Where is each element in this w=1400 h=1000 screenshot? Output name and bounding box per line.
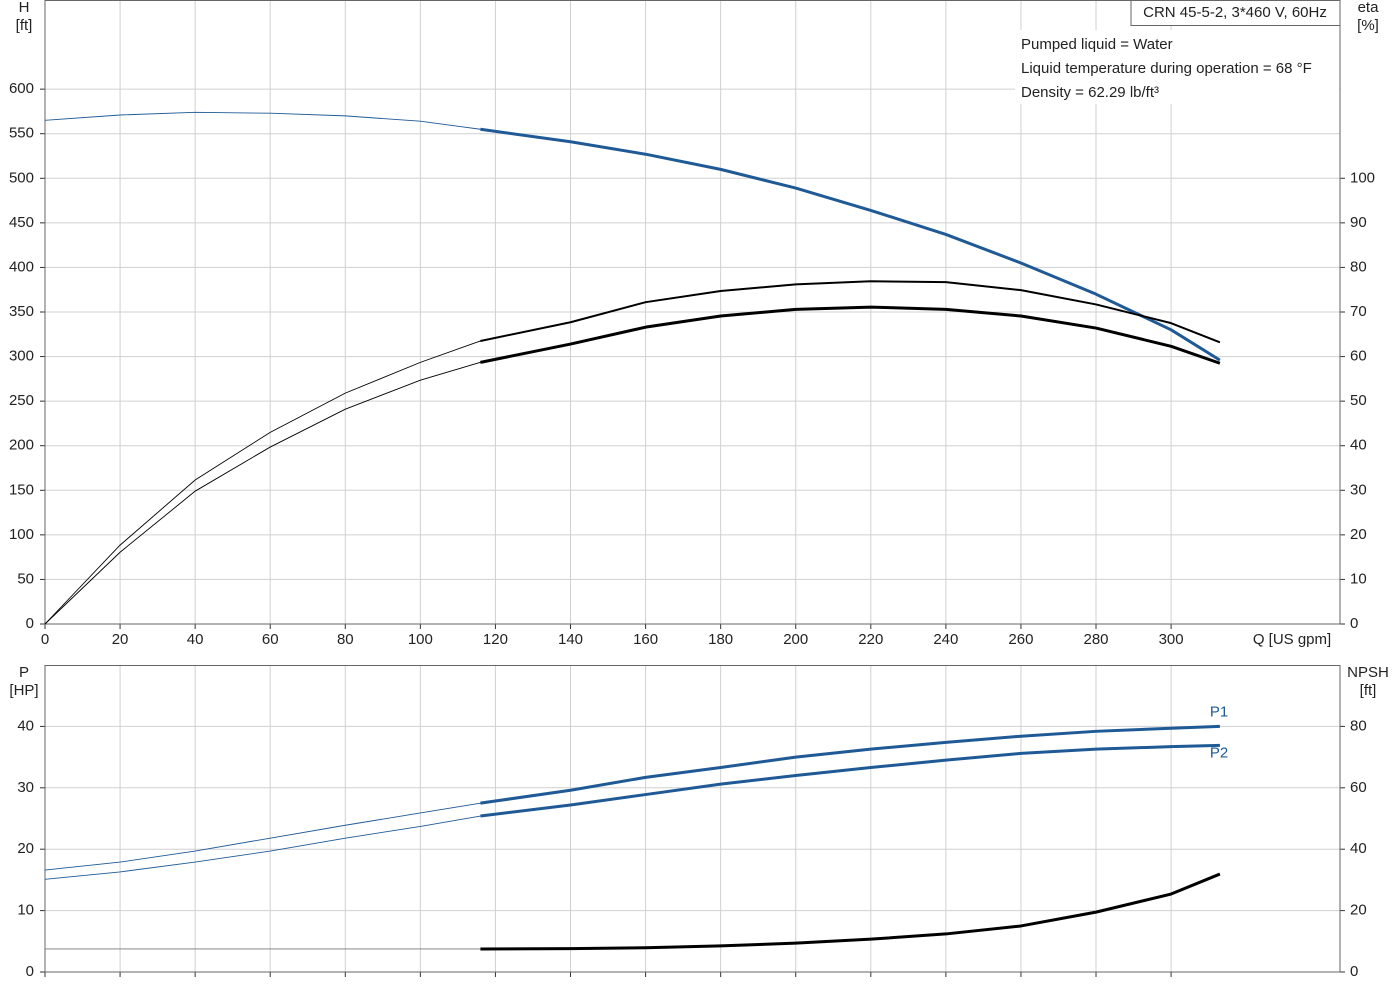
- info-background: [1015, 30, 1339, 104]
- plot-frame: [44, 665, 1341, 973]
- y2-tick-label: 0: [1350, 963, 1358, 980]
- y-tick-label: 400: [9, 258, 34, 275]
- y2-tick-label: 60: [1350, 348, 1367, 365]
- annotation: Density = 62.29 lb/ft³: [1021, 84, 1159, 101]
- y-tick-label: 30: [17, 779, 34, 796]
- y-tick-label: 500: [9, 169, 34, 186]
- y-tick-label: 250: [9, 392, 34, 409]
- curve-operating: [480, 280, 1221, 344]
- y-tick-label: 100: [9, 526, 34, 543]
- plot-frame: [44, 0, 1341, 625]
- y-tick-label: 0: [26, 963, 34, 980]
- y-tick-label: 50: [17, 570, 34, 587]
- y-axis-label: P: [19, 664, 29, 681]
- curve-operating: [480, 743, 1220, 818]
- y-tick-label: 20: [17, 840, 34, 857]
- curve-extension: [44, 280, 1221, 625]
- y-tick-label: 40: [17, 717, 34, 734]
- y2-tick-label: 70: [1350, 303, 1367, 320]
- y2-tick-label: 50: [1350, 392, 1367, 409]
- x-tick-label: 100: [408, 631, 433, 648]
- y2-tick-label: 20: [1350, 902, 1367, 919]
- y-tick-label: 200: [9, 437, 34, 454]
- curve-extension: [44, 306, 1221, 625]
- y2-tick-label: 10: [1350, 570, 1367, 587]
- x-tick-label: 220: [858, 631, 883, 648]
- annotation: Pumped liquid = Water: [1021, 36, 1173, 53]
- y2-tick-label: 100: [1350, 169, 1375, 186]
- y-tick-label: 10: [17, 902, 34, 919]
- y-tick-label: 600: [9, 80, 34, 97]
- y2-tick-label: 80: [1350, 717, 1367, 734]
- y2-tick-label: 60: [1350, 779, 1367, 796]
- x-tick-label: 180: [708, 631, 733, 648]
- y-tick-label: 450: [9, 214, 34, 231]
- x-tick-label: 260: [1008, 631, 1033, 648]
- y2-tick-label: 0: [1350, 615, 1358, 632]
- y-tick-label: 550: [9, 125, 34, 142]
- curve-operating: [480, 872, 1221, 951]
- series-label: P1: [1210, 703, 1228, 720]
- x-tick-label: 20: [112, 631, 129, 648]
- y2-tick-label: 30: [1350, 481, 1367, 498]
- x-tick-label: 0: [41, 631, 49, 648]
- x-tick-label: 160: [633, 631, 658, 648]
- title-box: [1130, 0, 1341, 26]
- x-tick-label: 140: [558, 631, 583, 648]
- curve-extension: [44, 725, 1220, 871]
- y2-tick-label: 90: [1350, 214, 1367, 231]
- x-tick-label: 40: [187, 631, 204, 648]
- curve-operating: [480, 305, 1221, 365]
- curve-extension: [44, 111, 1221, 361]
- x-tick-label: 300: [1159, 631, 1184, 648]
- y-tick-label: 0: [26, 615, 34, 632]
- y2-axis-label: eta: [1358, 0, 1380, 16]
- y-tick-label: 350: [9, 303, 34, 320]
- y-axis-label: [HP]: [9, 682, 38, 699]
- x-tick-label: 280: [1083, 631, 1108, 648]
- series-label: P2: [1210, 744, 1228, 761]
- y2-axis-label: NPSH: [1347, 664, 1389, 681]
- annotation: Liquid temperature during operation = 68…: [1021, 60, 1312, 77]
- y-tick-label: 150: [9, 481, 34, 498]
- y2-axis-label: [ft]: [1360, 682, 1377, 699]
- curve-extension: [45, 873, 1221, 950]
- y2-tick-label: 40: [1350, 437, 1367, 454]
- x-tick-label: 200: [783, 631, 808, 648]
- curve-extension: [44, 744, 1220, 880]
- curve-operating: [480, 724, 1220, 805]
- chart-title: CRN 45-5-2, 3*460 V, 60Hz: [1143, 4, 1327, 21]
- y2-tick-label: 80: [1350, 258, 1367, 275]
- x-tick-label: 60: [262, 631, 279, 648]
- y2-tick-label: 40: [1350, 840, 1367, 857]
- x-tick-label: 80: [337, 631, 354, 648]
- y-axis-label: [ft]: [16, 17, 33, 34]
- y2-tick-label: 20: [1350, 526, 1367, 543]
- x-tick-label: 240: [933, 631, 958, 648]
- x-tick-label: 120: [483, 631, 508, 648]
- x-axis-label: Q [US gpm]: [1253, 631, 1331, 648]
- y-axis-label: H: [19, 0, 30, 16]
- y2-axis-label: [%]: [1357, 17, 1379, 34]
- curve-operating: [480, 127, 1221, 362]
- y-tick-label: 300: [9, 348, 34, 365]
